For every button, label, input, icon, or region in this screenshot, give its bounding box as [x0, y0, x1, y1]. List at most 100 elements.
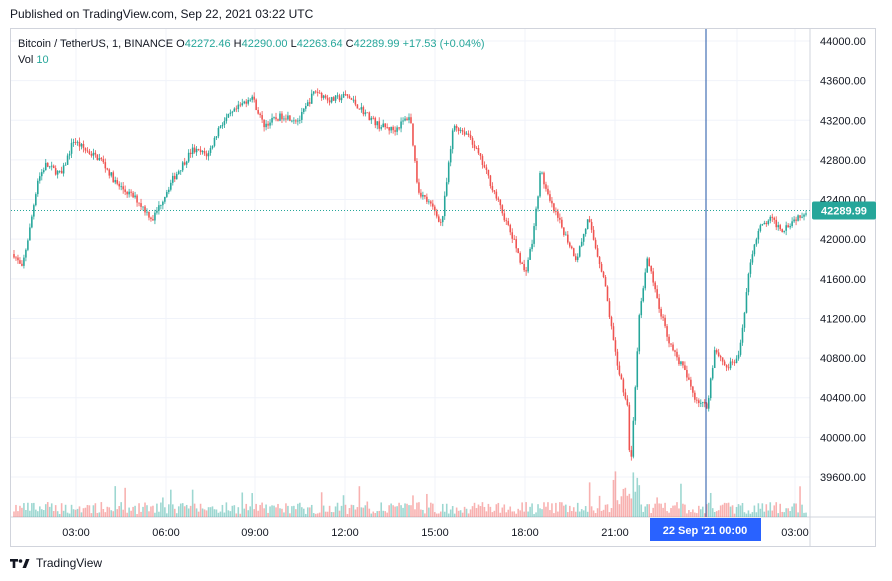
candle-body [741, 327, 744, 343]
candle-body [761, 224, 764, 226]
candle-body [799, 215, 801, 218]
volume-bar [191, 489, 194, 517]
chart-legend: Bitcoin / TetherUS, 1, BINANCE O42272.46… [18, 36, 485, 68]
volume-bar [170, 489, 172, 517]
volume-bar [267, 512, 269, 517]
high-label: H [233, 38, 242, 50]
candle-body [414, 145, 416, 161]
volume-bar [100, 502, 103, 517]
volume-bar [561, 502, 563, 517]
candle-body [612, 326, 615, 341]
volume-bar [275, 507, 277, 517]
candle-body [271, 117, 273, 123]
volume-bar [503, 504, 506, 517]
volume-bar [634, 491, 637, 517]
volume-bar [654, 503, 656, 517]
volume-bar [576, 502, 579, 517]
volume-bar [555, 502, 557, 517]
volume-bar [356, 507, 359, 517]
volume-bar [668, 512, 670, 517]
candle-body [424, 194, 426, 197]
volume-bar [795, 503, 797, 517]
volume-bar [761, 503, 764, 517]
volume-bar [44, 504, 47, 517]
candle-body [346, 94, 349, 97]
volume-bar [723, 502, 726, 517]
candle-body [148, 211, 150, 218]
volume-bar [537, 504, 539, 517]
volume-bar [132, 506, 134, 517]
candle-body [451, 130, 454, 150]
volume-bar [386, 512, 388, 517]
volume-bar [422, 509, 424, 517]
volume-bar [23, 503, 25, 517]
candle-body [503, 213, 506, 221]
volume-bar [128, 507, 130, 517]
volume-bar [678, 508, 680, 517]
volume-bar [62, 510, 65, 517]
candle-body [412, 123, 414, 146]
candle-body [205, 153, 208, 157]
volume-bar [461, 512, 464, 517]
volume-bar [19, 505, 21, 517]
volume-bar [233, 505, 236, 517]
candle-body [124, 189, 126, 192]
candle-body [275, 117, 277, 120]
candle-body [408, 117, 410, 121]
chart-frame[interactable] [10, 28, 876, 547]
volume-bar [513, 511, 516, 517]
candle-body [235, 108, 238, 110]
volume-bar [479, 506, 482, 517]
candle-body [136, 195, 138, 203]
candle-body [104, 162, 107, 169]
volume-bar [96, 512, 99, 517]
candle-body [485, 167, 488, 170]
candle-body [310, 93, 313, 104]
candle-body [175, 173, 178, 180]
candle-body [35, 194, 37, 206]
candle-body [479, 153, 482, 157]
candle-body [213, 137, 216, 146]
candle-body [481, 156, 484, 165]
volume-bar [25, 510, 27, 517]
volume-bar [340, 505, 343, 517]
candle-body [255, 99, 257, 111]
candle-body [592, 229, 595, 240]
y-tick-label: 42000.00 [820, 234, 866, 246]
x-tick-label: 18:00 [511, 527, 539, 539]
candle-body [753, 244, 756, 255]
candle-body [223, 121, 226, 125]
candle-body [465, 133, 468, 135]
candle-body [608, 301, 611, 318]
candle-body [197, 148, 200, 150]
volume-bar [205, 510, 208, 517]
candle-body [334, 95, 337, 101]
candle-body [362, 107, 365, 115]
candle-body [33, 205, 35, 217]
volume-bar [64, 504, 67, 517]
volume-bar [366, 501, 369, 517]
low-label: L [290, 38, 297, 50]
candle-body [795, 219, 797, 221]
volume-bar [144, 502, 146, 517]
candle-body [203, 151, 206, 154]
candle-body [144, 206, 146, 213]
candle-body [507, 221, 510, 225]
volume-bar [328, 505, 331, 517]
volume-bar [154, 512, 156, 517]
footer-brand[interactable]: TradingView [10, 556, 102, 570]
candle-body [299, 119, 301, 121]
volume-bar [545, 506, 547, 517]
candle-body [495, 191, 498, 199]
candle-body [181, 162, 184, 171]
volume-bar [443, 511, 446, 517]
volume-bar [692, 509, 694, 517]
volume-bar [416, 502, 418, 517]
candle-body [170, 182, 172, 190]
candle-body [668, 336, 670, 344]
volume-bar [342, 495, 345, 517]
volume-bar [40, 509, 43, 517]
candle-body [112, 172, 115, 183]
volume-bar [664, 502, 666, 517]
